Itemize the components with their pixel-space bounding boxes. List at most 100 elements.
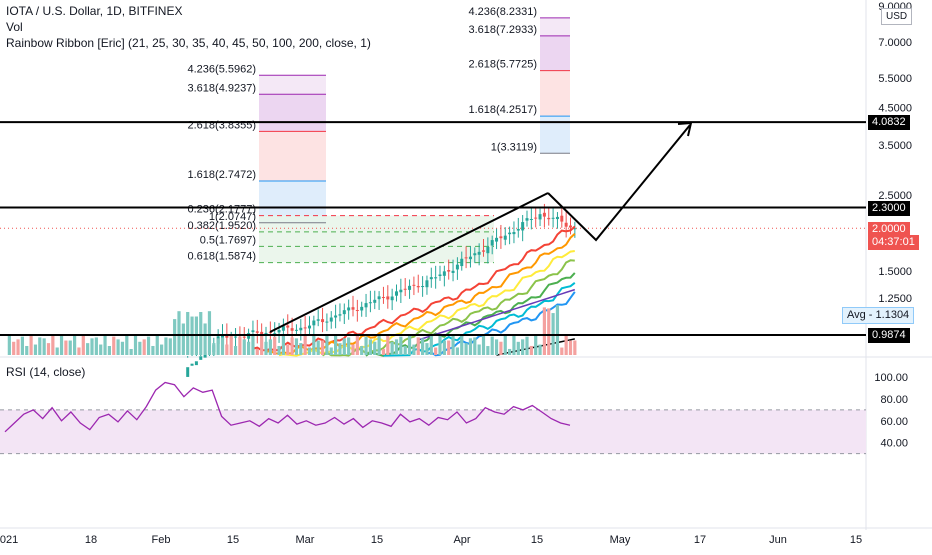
volume-bar [568, 340, 573, 355]
candle-body [325, 321, 329, 323]
candle-body [525, 218, 529, 221]
candle-body [281, 326, 285, 331]
volume-bar [99, 344, 103, 355]
candle-body [399, 289, 403, 293]
volume-bar [268, 339, 272, 355]
fib-right-level-label: 1.618(4.2517) [469, 104, 538, 116]
volume-bar [138, 341, 142, 355]
volume-bar [199, 312, 203, 355]
volume-bar [442, 340, 446, 355]
volume-bar [103, 335, 107, 355]
price-tick-label: 7.0000 [878, 37, 912, 49]
volume-bar [129, 348, 133, 355]
candle-body [347, 307, 351, 311]
volume-bar [273, 336, 277, 355]
volume-bar [534, 335, 538, 355]
volume-bar [25, 345, 29, 355]
candle-body [303, 327, 307, 329]
volume-bar [360, 346, 364, 355]
volume-bar [334, 335, 338, 355]
volume-bar [281, 335, 285, 355]
projection-arrowhead [677, 121, 693, 137]
candle-body [495, 237, 499, 242]
volume-bar [77, 347, 81, 355]
time-axis-label: 18 [85, 534, 97, 546]
volume-bar [368, 339, 372, 355]
volume-bar [260, 335, 264, 355]
volume-bar [390, 341, 394, 355]
volume-bar [181, 323, 185, 355]
volume-indicator-label[interactable]: Vol [6, 20, 23, 34]
projection-path [547, 124, 691, 242]
volume-bar [207, 311, 212, 355]
candle-body [499, 236, 503, 239]
time-axis-label: Jun [769, 534, 787, 546]
time-axis-label: 15 [371, 534, 383, 546]
candle-body [286, 325, 290, 328]
candle-body [342, 310, 346, 315]
volume-bar [521, 339, 525, 355]
volume-bar [364, 336, 368, 355]
volume-bar [503, 335, 507, 355]
candle-body [329, 317, 333, 322]
candle-body [542, 212, 546, 217]
fib-right-level-label: 2.618(5.7725) [469, 59, 538, 71]
price-tick-label: 4.5000 [878, 103, 912, 115]
time-axis-label: Apr [453, 534, 470, 546]
rsi-indicator-label[interactable]: RSI (14, close) [6, 365, 86, 379]
volume-bar [55, 347, 59, 355]
candle-body [321, 319, 325, 323]
volume-bar [51, 335, 55, 355]
volume-bar [160, 344, 164, 355]
volume-bar [286, 344, 290, 355]
volume-bar [299, 343, 303, 355]
candle-body [486, 247, 490, 254]
volume-bar [429, 335, 433, 355]
volume-bar [225, 344, 229, 355]
volume-bar [146, 336, 151, 355]
candle-body [564, 222, 568, 227]
candle-body [294, 329, 298, 331]
volume-bar [64, 340, 68, 355]
rsi-band [0, 409, 866, 454]
candle-body [334, 315, 338, 318]
fib-left-level-label: 0.5(1.7697) [200, 234, 256, 246]
level-2-3-tag: 2.3000 [868, 201, 910, 216]
candle-body [477, 251, 481, 255]
volume-bar [494, 339, 499, 355]
volume-bar [294, 338, 299, 355]
volume-bar [416, 337, 420, 355]
volume-bar [247, 341, 251, 355]
volume-bar [516, 341, 520, 355]
candle-body [203, 352, 207, 358]
candle-body [460, 258, 464, 267]
volume-bar [434, 347, 438, 355]
currency-label[interactable]: USD [881, 8, 913, 25]
volume-bar [164, 337, 168, 355]
candle-body [529, 219, 533, 221]
price-tick-label: 1.5000 [878, 266, 912, 278]
candle-body [368, 302, 372, 304]
volume-bar [473, 337, 477, 355]
volume-bar [547, 308, 551, 355]
volume-bar [564, 335, 568, 355]
volume-bar [438, 335, 442, 355]
rainbow-ribbon-label[interactable]: Rainbow Ribbon [Eric] (21, 25, 30, 35, 4… [6, 36, 371, 50]
candle-body [555, 216, 559, 220]
candle-body [251, 330, 255, 333]
volume-bar [386, 335, 390, 355]
fib-left-level-label: 1(2.0747) [209, 211, 256, 223]
fib-left-level-label: 0.236(2.1777) [188, 204, 257, 216]
volume-bar [203, 323, 207, 355]
countdown-tag: 04:37:01 [868, 235, 919, 250]
candle-body [429, 277, 433, 280]
volume-bar [29, 335, 33, 355]
volume-bar [177, 311, 181, 355]
candle-body [381, 297, 385, 299]
fib-right-zone [540, 35, 570, 71]
level-4-tag: 4.0832 [868, 115, 910, 130]
volume-bar [338, 343, 342, 355]
candle-body [521, 222, 525, 231]
candle-body [490, 240, 494, 246]
